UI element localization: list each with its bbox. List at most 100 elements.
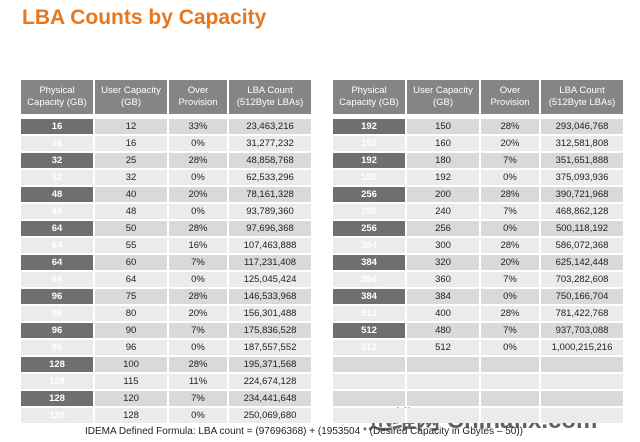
table-cell: 120 — [95, 391, 169, 406]
table-cell: 0% — [169, 204, 229, 219]
table-cell: 7% — [481, 153, 541, 168]
table-cell: 390,721,968 — [541, 187, 625, 202]
table-cell: 293,046,768 — [541, 116, 625, 134]
table-row: 512 400 28% 781,422,768 — [333, 306, 625, 321]
table-cell: 28% — [169, 153, 229, 168]
table-cell: 256 — [407, 221, 481, 236]
table-cell: 28% — [169, 357, 229, 372]
table-row: 96 80 20% 156,301,488 — [21, 306, 313, 321]
table-cell: 256 — [333, 204, 407, 219]
table-cell: 75 — [95, 289, 169, 304]
table-cell: 0% — [169, 136, 229, 151]
table-row: 16 16 0% 31,277,232 — [21, 136, 313, 151]
table-cell: 195,371,568 — [229, 357, 313, 372]
table-cell: 48 — [21, 187, 95, 202]
table-cell: 480 — [407, 323, 481, 338]
table-cell: 937,703,088 — [541, 323, 625, 338]
table-cell: 0% — [481, 170, 541, 185]
table-cell: 128 — [95, 408, 169, 423]
table-row: 64 64 0% 125,045,424 — [21, 272, 313, 287]
table-cell: 78,161,328 — [229, 187, 313, 202]
empty-cell — [481, 374, 541, 389]
table-cell: 64 — [95, 272, 169, 287]
empty-cell — [407, 408, 481, 423]
table-cell: 64 — [21, 238, 95, 253]
header-cell: Physical Capacity (GB) — [21, 80, 95, 114]
table-cell: 107,463,888 — [229, 238, 313, 253]
table-row: 256 240 7% 468,862,128 — [333, 204, 625, 219]
table-cell: 16 — [95, 136, 169, 151]
table-cell: 48 — [21, 204, 95, 219]
table-row: 384 384 0% 750,166,704 — [333, 289, 625, 304]
table-cell: 360 — [407, 272, 481, 287]
empty-cell — [481, 357, 541, 372]
table-row: 384 320 20% 625,142,448 — [333, 255, 625, 270]
table-cell: 375,093,936 — [541, 170, 625, 185]
table-cell: 28% — [169, 289, 229, 304]
table-cell: 12 — [95, 116, 169, 134]
table-cell: 180 — [407, 153, 481, 168]
table-cell: 93,789,360 — [229, 204, 313, 219]
table-cell: 96 — [21, 323, 95, 338]
table-cell: 250,069,680 — [229, 408, 313, 423]
table-cell: 11% — [169, 374, 229, 389]
table-row — [333, 357, 625, 372]
table-cell: 0% — [169, 272, 229, 287]
title: LBA Counts by Capacity — [22, 6, 267, 29]
table-row: 192 150 28% 293,046,768 — [333, 116, 625, 134]
table-row: 512 480 7% 937,703,088 — [333, 323, 625, 338]
table-row: 192 192 0% 375,093,936 — [333, 170, 625, 185]
table-cell: 64 — [21, 272, 95, 287]
table-cell: 90 — [95, 323, 169, 338]
empty-cell — [407, 374, 481, 389]
table-cell: 128 — [21, 391, 95, 406]
data-table: Physical Capacity (GB) User Capacity (GB)… — [333, 78, 625, 425]
table-cell: 468,862,128 — [541, 204, 625, 219]
table-cell: 500,118,192 — [541, 221, 625, 236]
table-cell: 64 — [21, 255, 95, 270]
empty-cell — [541, 357, 625, 372]
table-cell: 96 — [21, 289, 95, 304]
header-row: Physical Capacity (GB) User Capacity (GB)… — [333, 80, 625, 114]
table-cell: 175,836,528 — [229, 323, 313, 338]
table-cell: 312,581,808 — [541, 136, 625, 151]
table-cell: 0% — [169, 170, 229, 185]
table-cell: 7% — [481, 323, 541, 338]
table-cell: 64 — [21, 221, 95, 236]
table-cell: 224,674,128 — [229, 374, 313, 389]
table-cell: 117,231,408 — [229, 255, 313, 270]
table-cell: 256 — [333, 221, 407, 236]
table-cell: 32 — [21, 153, 95, 168]
table-cell: 16 — [21, 116, 95, 134]
table-cell: 0% — [481, 340, 541, 355]
empty-cell — [333, 408, 407, 423]
table-cell: 156,301,488 — [229, 306, 313, 321]
table-cell: 32 — [95, 170, 169, 185]
header-cell: Physical Capacity (GB) — [333, 80, 407, 114]
table-cell: 150 — [407, 116, 481, 134]
table-cell: 384 — [333, 238, 407, 253]
table-cell: 384 — [407, 289, 481, 304]
table-cell: 512 — [333, 340, 407, 355]
table-cell: 20% — [481, 255, 541, 270]
table-cell: 31,277,232 — [229, 136, 313, 151]
table-cell: 7% — [169, 323, 229, 338]
table-row: 192 160 20% 312,581,808 — [333, 136, 625, 151]
table-cell: 55 — [95, 238, 169, 253]
table-cell: 60 — [95, 255, 169, 270]
table-cell: 187,557,552 — [229, 340, 313, 355]
table-row — [333, 408, 625, 423]
table-cell: 62,533,296 — [229, 170, 313, 185]
table-cell: 20% — [169, 187, 229, 202]
table-cell: 146,533,968 — [229, 289, 313, 304]
table-cell: 48,858,768 — [229, 153, 313, 168]
table-cell: 234,441,648 — [229, 391, 313, 406]
table-row: 128 115 11% 224,674,128 — [21, 374, 313, 389]
table-cell: 28% — [169, 221, 229, 236]
header-row: Physical Capacity (GB) User Capacity (GB)… — [21, 80, 313, 114]
table-cell: 384 — [333, 255, 407, 270]
table-row: 256 200 28% 390,721,968 — [333, 187, 625, 202]
table-cell: 200 — [407, 187, 481, 202]
table-row: 192 180 7% 351,651,888 — [333, 153, 625, 168]
